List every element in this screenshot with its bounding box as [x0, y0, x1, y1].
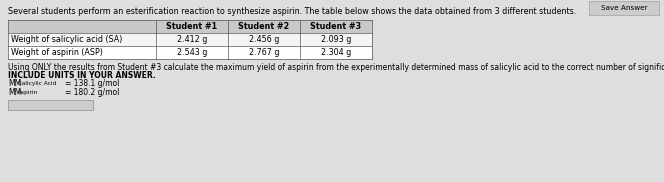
Text: 2.304 g: 2.304 g	[321, 48, 351, 57]
Text: INCLUDE UNITS IN YOUR ANSWER.: INCLUDE UNITS IN YOUR ANSWER.	[8, 70, 156, 80]
Text: Weight of salicylic acid (SA): Weight of salicylic acid (SA)	[11, 35, 122, 44]
Text: Weight of aspirin (ASP): Weight of aspirin (ASP)	[11, 48, 103, 57]
Text: 2.093 g: 2.093 g	[321, 35, 351, 44]
Text: 2.412 g: 2.412 g	[177, 35, 207, 44]
Bar	[8, 20, 372, 59]
Text: Student #2: Student #2	[238, 22, 290, 31]
Bar	[8, 20, 372, 33]
Text: 2.543 g: 2.543 g	[177, 48, 207, 57]
Text: Using ONLY the results from Student #3 calculate the maximum yield of aspirin fr: Using ONLY the results from Student #3 c…	[8, 63, 664, 72]
Text: MM: MM	[8, 88, 21, 97]
Text: = 180.2 g/mol: = 180.2 g/mol	[65, 88, 120, 97]
Text: Aspirin: Aspirin	[18, 90, 38, 95]
Text: = 138.1 g/mol: = 138.1 g/mol	[65, 79, 120, 88]
Text: Salicylic Acid: Salicylic Acid	[18, 81, 56, 86]
Text: 2.767 g: 2.767 g	[249, 48, 280, 57]
Bar	[8, 100, 93, 110]
Bar	[8, 46, 372, 59]
Text: MM: MM	[8, 79, 21, 88]
FancyBboxPatch shape	[589, 1, 659, 15]
Text: Several students perform an esterification reaction to synthesize aspirin. The t: Several students perform an esterificati…	[8, 7, 576, 16]
Bar	[8, 33, 372, 46]
Text: Save Answer: Save Answer	[601, 5, 647, 11]
Text: Student #3: Student #3	[311, 22, 362, 31]
Text: 2.456 g: 2.456 g	[249, 35, 279, 44]
Text: Student #1: Student #1	[167, 22, 218, 31]
